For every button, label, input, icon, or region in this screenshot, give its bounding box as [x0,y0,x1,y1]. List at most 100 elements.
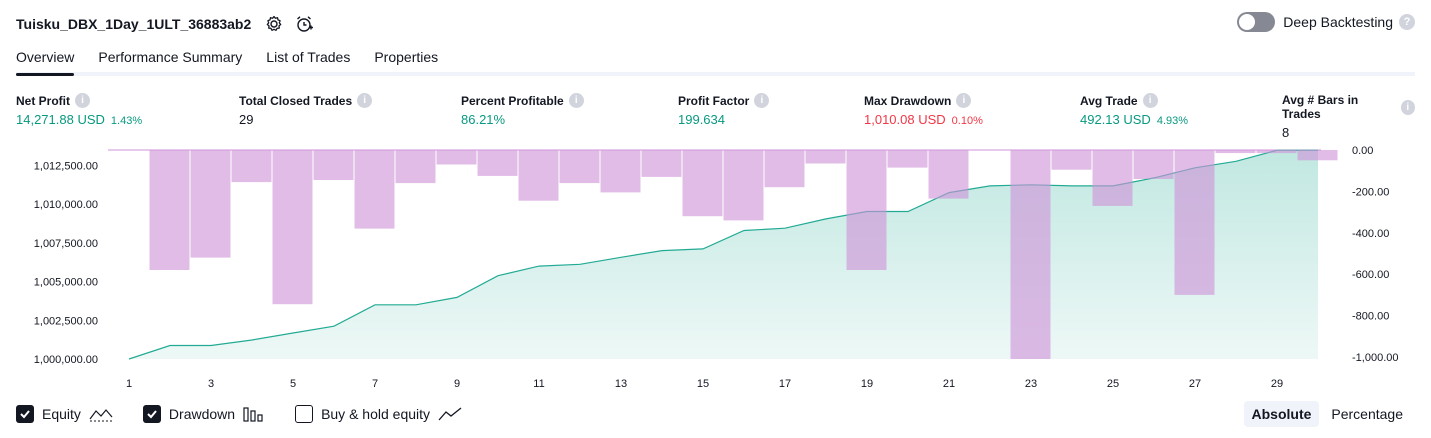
drawdown-bar[interactable] [272,150,313,305]
drawdown-bar[interactable] [395,150,436,184]
metric-label: Avg Trade [1080,93,1138,108]
x-axis-tick: 13 [615,378,627,390]
drawdown-bar[interactable] [641,150,682,177]
left-axis-tick: 1,010,000.00 [34,199,98,211]
x-axis-tick: 27 [1189,378,1201,390]
strategy-title: Tuisku_DBX_1Day_1ULT_36883ab2 [16,16,252,32]
x-axis-tick: 29 [1271,378,1283,390]
drawdown-bar[interactable] [313,150,354,180]
tab-properties[interactable]: Properties [374,49,439,65]
info-icon[interactable]: i [956,93,972,108]
metric-profit-factor: Profit Factor i 199.634 [678,93,770,127]
deep-backtesting: Deep Backtesting ? [1237,12,1415,32]
deep-backtesting-label: Deep Backtesting [1283,14,1393,30]
drawdown-bar[interactable] [928,150,969,199]
left-axis-tick: 1,005,000.00 [34,277,98,289]
metric-label: Percent Profitable [461,93,564,108]
tab-list-of-trades[interactable]: List of Trades [266,49,351,65]
legend-drawdown[interactable]: Drawdown [142,405,265,423]
metric-percent-profitable: Percent Profitable i 86.21% [461,93,584,127]
x-axis-tick: 9 [454,378,460,390]
absolute-button[interactable]: Absolute [1243,401,1320,427]
legend-label: Equity [42,406,81,422]
drawdown-bar[interactable] [805,150,846,164]
x-axis-tick: 1 [126,378,132,390]
drawdown-bar[interactable] [477,150,518,176]
info-icon[interactable]: i [357,93,373,108]
buy-hold-line-icon [438,406,462,422]
info-icon[interactable]: i [754,93,770,108]
metric-avg-trade: Avg Trade i 492.13 USD 4.93% [1080,93,1188,127]
metric-percent: 4.93% [1156,115,1189,127]
x-axis-tick: 17 [779,378,791,390]
drawdown-checkbox[interactable] [142,405,161,423]
tab-overview[interactable]: Overview [16,46,75,76]
metric-value: 8 [1282,125,1290,140]
equity-drawdown-chart[interactable]: 1,000,000.00 1,002,500.00 1,005,000.00 1,00… [0,140,1431,395]
drawdown-bar[interactable] [518,150,559,201]
metric-net-profit: Net Profit i 14,271.88 USD 1.43% [16,93,142,127]
metric-label: Max Drawdown [864,93,952,108]
right-axis-tick: -200.00 [1352,186,1389,198]
x-axis-tick: 7 [372,378,378,390]
info-icon[interactable]: i [568,93,584,108]
drawdown-bar[interactable] [231,150,272,183]
drawdown-bar[interactable] [354,150,395,229]
metric-label: Profit Factor [678,93,750,108]
right-axis-tick: -600.00 [1352,269,1389,281]
drawdown-bar[interactable] [682,150,723,217]
drawdown-bar[interactable] [1051,150,1092,170]
legend-equity[interactable]: Equity [16,405,113,423]
metric-value: 14,271.88 USD [16,112,105,127]
settings-gear-icon[interactable] [263,13,285,35]
drawdown-bar[interactable] [1256,150,1297,154]
drawdown-bar[interactable] [1133,150,1174,179]
drawdown-bar[interactable] [1297,150,1338,161]
info-icon[interactable]: i [1400,99,1415,115]
right-axis-tick: -1,000.00 [1352,352,1398,364]
drawdown-bar[interactable] [1010,150,1051,359]
drawdown-bar[interactable] [149,150,190,270]
x-axis-tick: 15 [697,378,709,390]
drawdown-bar[interactable] [764,150,805,188]
drawdown-bar[interactable] [887,150,928,168]
drawdown-bar[interactable] [436,150,477,165]
legend-buy-hold-equity[interactable]: Buy & hold equity [295,405,462,423]
drawdown-bars-icon [243,406,265,422]
drawdown-bar[interactable] [190,150,231,258]
drawdown-bar[interactable] [1092,150,1133,206]
metric-percent: 0.10% [951,115,983,127]
equity-checkbox[interactable] [16,405,34,423]
equity-area-icon [89,406,113,422]
info-icon[interactable]: i [75,93,90,108]
legend-label: Drawdown [168,406,236,422]
metric-avg-bars-in-trades: Avg # Bars in Trades i 8 [1282,93,1415,140]
left-axis-tick: 1,000,000.00 [34,354,98,366]
right-axis-tick: -800.00 [1352,311,1389,323]
metric-total-closed-trades: Total Closed Trades i 29 [239,93,373,127]
chart-legend: Equity Drawdown Buy & hold equity [16,403,492,425]
right-axis-tick: -400.00 [1352,228,1389,240]
metric-label: Net Profit [16,93,70,108]
x-axis-tick: 3 [208,378,214,390]
left-axis-tick: 1,012,500.00 [34,161,98,173]
tab-performance-summary[interactable]: Performance Summary [98,49,243,65]
report-tabs: Overview Performance Summary List of Tra… [16,46,1415,76]
drawdown-bar[interactable] [600,150,641,193]
report-header: Tuisku_DBX_1Day_1ULT_36883ab2 Deep Backt… [16,12,1415,36]
help-icon[interactable]: ? [1399,14,1415,30]
buy-hold-checkbox[interactable] [295,405,314,423]
drawdown-bar[interactable] [1215,150,1256,154]
info-icon[interactable]: i [1142,93,1158,108]
percentage-button[interactable]: Percentage [1331,406,1403,422]
deep-backtesting-toggle[interactable] [1237,12,1276,32]
alarm-clock-add-icon[interactable] [293,13,315,35]
drawdown-bar[interactable] [1174,150,1215,295]
metric-max-drawdown: Max Drawdown i 1,010.08 USD 0.10% [864,93,983,127]
drawdown-bar[interactable] [559,150,600,184]
x-axis-tick: 5 [290,378,296,390]
drawdown-bar[interactable] [723,150,764,221]
metric-value: 29 [239,112,254,127]
metric-percent: 1.43% [110,115,143,127]
drawdown-bar[interactable] [846,150,887,270]
